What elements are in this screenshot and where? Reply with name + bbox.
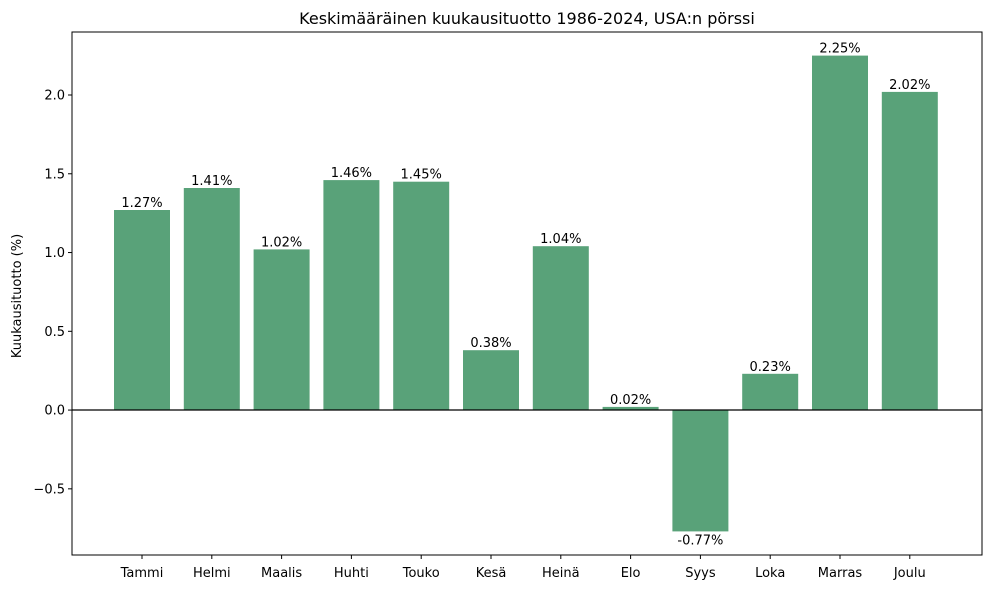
bar-marras [812,55,868,410]
bar-value-label: 0.23% [750,360,791,375]
chart-title: Keskimääräinen kuukausituotto 1986-2024,… [299,9,755,28]
x-tick-label: Huhti [334,566,369,581]
x-tick-label: Kesä [476,566,507,581]
bar-labels-group: 1.27% 1.41% 1.02% 1.46% 1.45% 0.38% 1.04% 0.02%… [121,42,930,549]
y-axis: −0.5 0.0 0.5 1.0 1.5 2.0 [33,89,72,497]
bar-syys [672,410,729,532]
bar-value-label: 0.38% [470,336,511,351]
y-tick-label: −0.5 [33,482,65,497]
x-tick-label: Elo [621,566,641,581]
bar-loka [742,373,799,410]
x-tick-label: Heinä [542,566,580,581]
y-tick-label: 0.5 [44,325,65,340]
y-tick-label: 0.0 [44,404,65,419]
x-tick-label: Joulu [893,566,926,581]
x-tick-label: Maalis [261,566,302,581]
bar-value-label: 0.02% [610,393,651,408]
x-tick-label: Loka [755,566,785,581]
x-tick-label: Helmi [193,566,231,581]
bar-value-label: 2.25% [819,42,860,57]
x-tick-label: Marras [818,566,863,581]
bar-value-label: 1.41% [191,174,232,189]
bar-value-label: -0.77% [677,533,723,548]
y-tick-label: 1.0 [44,246,65,261]
bar-touko [393,181,450,411]
y-tick-label: 1.5 [44,167,65,182]
bars-group [114,55,938,532]
x-tick-label: Touko [402,566,440,581]
bar-huhti [323,180,380,411]
y-tick-label: 2.0 [44,89,65,104]
bar-value-label: 1.04% [540,232,581,247]
y-axis-title: Kuukausituotto (%) [10,234,25,358]
x-axis: Tammi Helmi Maalis Huhti Touko Kesä Heinä Elo Sy… [120,555,926,581]
bar-maalis [253,249,310,411]
plot-frame [71,31,983,556]
bar-helmi [183,188,240,411]
bar-kesä [463,350,519,411]
bar-value-label: 1.02% [261,235,302,250]
bar-value-label: 1.45% [401,168,442,183]
bar-value-label: 2.02% [889,78,930,93]
bar-joulu [881,91,938,411]
x-tick-label: Syys [685,566,716,581]
bar-value-label: 1.27% [121,196,162,211]
bar-value-label: 1.46% [331,166,372,181]
x-tick-label: Tammi [120,566,164,581]
bar-elo [602,406,659,411]
bar-heinä [532,246,589,410]
bar-tammi [114,210,170,411]
